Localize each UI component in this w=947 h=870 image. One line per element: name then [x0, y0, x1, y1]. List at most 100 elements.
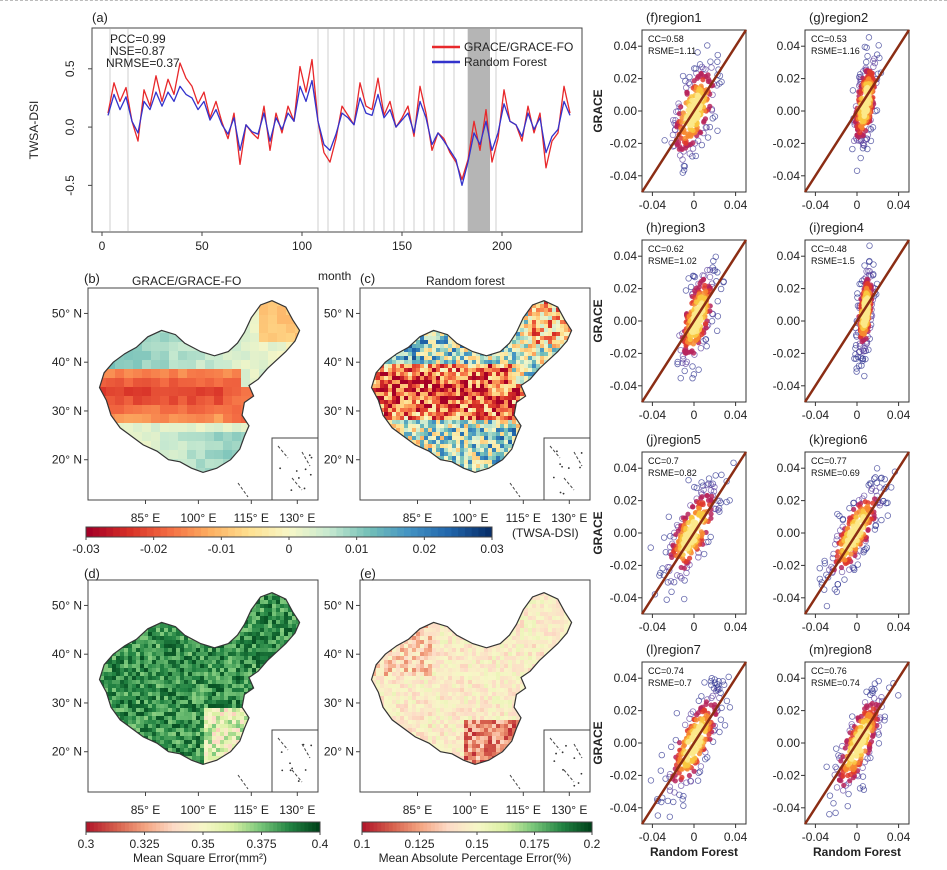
- map-cell: [440, 360, 444, 364]
- map-cell: [106, 369, 115, 378]
- map-cell: [408, 408, 412, 412]
- map-cell: [440, 356, 444, 360]
- map-cell: [448, 452, 452, 456]
- map-cell: [292, 620, 296, 624]
- map-cell: [168, 640, 172, 644]
- map-cell: [276, 612, 280, 616]
- map-cell: [448, 428, 452, 432]
- map-cell: [284, 624, 288, 628]
- map-cell: [408, 420, 412, 424]
- map-cell: [504, 388, 508, 392]
- map-cell: [412, 420, 416, 424]
- map-cell: [472, 360, 476, 364]
- map-cell: [480, 360, 484, 364]
- map-cell: [196, 656, 200, 660]
- map-cell: [540, 348, 544, 352]
- map-cell: [424, 408, 428, 412]
- map-cell: [464, 408, 468, 412]
- map-cell: [452, 344, 456, 348]
- map-cell: [236, 644, 240, 648]
- map-cell: [516, 428, 520, 432]
- map-cell: [220, 652, 224, 656]
- map-cell: [472, 416, 476, 420]
- map-cell: [480, 456, 484, 460]
- map-cell: [120, 660, 124, 664]
- map-cell: [396, 416, 400, 420]
- map-cell: [392, 396, 396, 400]
- map-cell: [250, 351, 259, 360]
- map-cell: [160, 351, 169, 360]
- map-cell: [264, 632, 268, 636]
- map-cell: [468, 448, 472, 452]
- map-cell: [280, 624, 284, 628]
- map-cell: [540, 360, 544, 364]
- map-cell: [476, 368, 480, 372]
- map-cell: [456, 412, 460, 416]
- map-cell: [268, 632, 272, 636]
- map-cell: [388, 360, 392, 364]
- map-cell: [548, 312, 552, 316]
- map-cell: [276, 608, 280, 612]
- map-cell: [180, 636, 184, 640]
- map-cell: [428, 360, 432, 364]
- map-cell: [520, 340, 524, 344]
- map-cell: [196, 432, 205, 441]
- map-cell: [488, 404, 492, 408]
- map-cell: [99, 387, 106, 396]
- map-cell: [512, 380, 516, 384]
- map-cell: [388, 368, 392, 372]
- map-cell: [156, 640, 160, 644]
- map-cell: [187, 396, 196, 405]
- map-cell: [380, 376, 384, 380]
- map-cell: [178, 441, 187, 450]
- map-cell: [436, 376, 440, 380]
- map-cell: [176, 632, 180, 636]
- map-boundary-dashes: [237, 482, 249, 498]
- map-cell: [412, 384, 416, 388]
- map-cell: [248, 612, 252, 616]
- map-cell: [484, 416, 488, 420]
- map-cell: [404, 352, 408, 356]
- map-cell: [516, 392, 520, 396]
- map-cell: [464, 376, 468, 380]
- map-cell: [492, 448, 496, 452]
- map-cell: [448, 424, 452, 428]
- map-cell: [248, 632, 252, 636]
- map-cell: [140, 640, 144, 644]
- map-cell: [524, 356, 528, 360]
- map-cell: [476, 384, 480, 388]
- map-cell: [536, 324, 540, 328]
- map-cell: [196, 644, 200, 648]
- map-cell: [204, 652, 208, 656]
- map-cell: [408, 396, 412, 400]
- map-cell: [520, 376, 524, 380]
- map-cell: [205, 351, 214, 360]
- map-cell: [452, 380, 456, 384]
- map-cell: [516, 344, 520, 348]
- map-cell: [295, 324, 300, 333]
- map-cell: [484, 432, 488, 436]
- map-cell: [168, 656, 172, 660]
- map-cell: [164, 628, 168, 632]
- map-cell: [188, 656, 192, 660]
- map-cell: [548, 344, 552, 348]
- map-cell: [436, 368, 440, 372]
- map-cell: [248, 648, 252, 652]
- map-cell: [120, 652, 124, 656]
- map-cell: [468, 396, 472, 400]
- map-cell: [464, 356, 468, 360]
- map-cell: [152, 632, 156, 636]
- map-cell: [133, 414, 142, 423]
- map-cell: [532, 328, 536, 332]
- map-cell: [468, 388, 472, 392]
- map-cell: [216, 656, 220, 660]
- map-cell: [169, 387, 178, 396]
- map-cell: [520, 332, 524, 336]
- map-cell: [460, 372, 464, 376]
- map-cell: [384, 372, 388, 376]
- map-cell: [169, 396, 178, 405]
- map-cell: [496, 360, 500, 364]
- inset-island: [310, 456, 313, 459]
- map-cell: [512, 372, 516, 376]
- map-cell: [248, 616, 252, 620]
